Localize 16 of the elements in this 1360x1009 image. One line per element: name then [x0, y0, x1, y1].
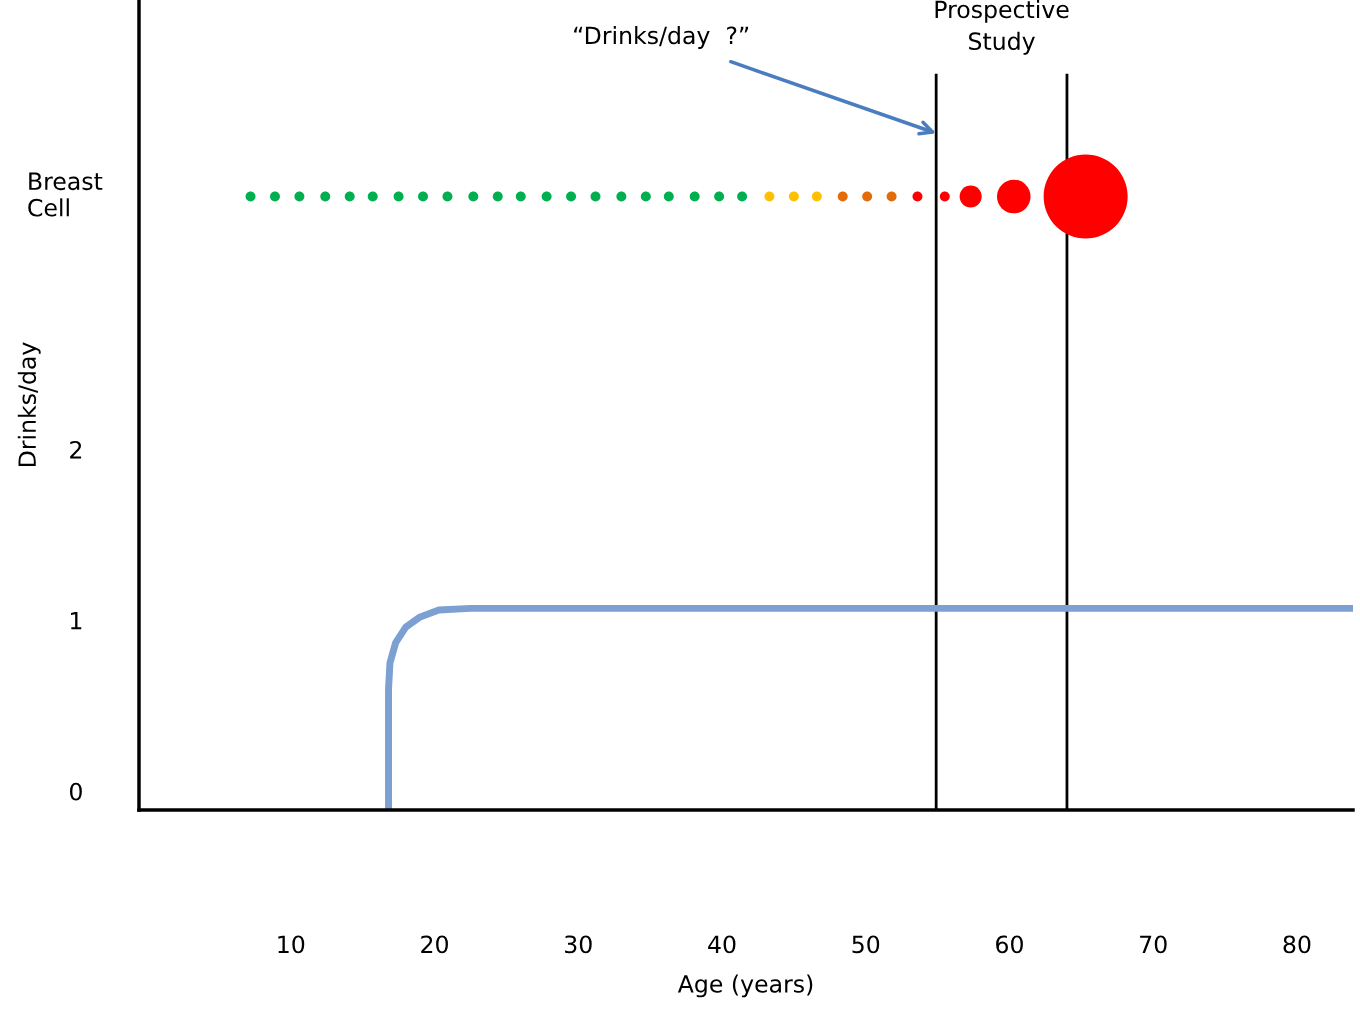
x-tick-label: 50	[852, 935, 880, 954]
x-tick-label: 70	[1140, 935, 1167, 954]
y-tick-label: 2	[70, 440, 82, 459]
x-tick-label: 30	[565, 935, 592, 954]
text: Breast Cell	[28, 172, 103, 217]
y-axis-title: Drinks/day	[17, 342, 41, 467]
x-tick-label: 10	[278, 935, 305, 954]
annotation: “Drinks/day ?”	[574, 26, 749, 49]
x-axis-title: Age (years)	[677, 974, 813, 998]
x-tick-label: 20	[421, 935, 448, 954]
x-tick-label: 80	[1283, 935, 1311, 954]
y-tick-label: 0	[69, 782, 82, 801]
annotation: Prospective Study	[935, 0, 1069, 55]
x-tick-label: 60	[996, 935, 1023, 954]
y-tick-label: 1	[71, 612, 82, 630]
x-tick-label: 40	[708, 935, 736, 954]
